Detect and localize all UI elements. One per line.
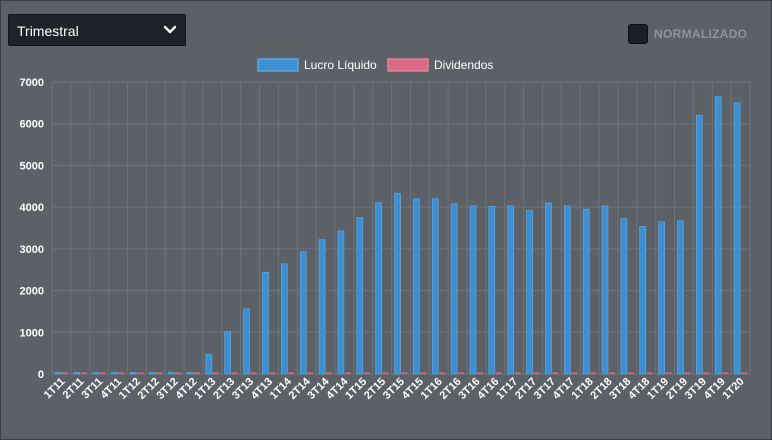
bars — [54, 96, 748, 375]
y-tick-label: 1000 — [20, 327, 44, 339]
bar-lucro-liquido[interactable] — [639, 226, 647, 375]
bar-dividendos[interactable] — [363, 372, 370, 375]
bar-lucro-liquido[interactable] — [563, 205, 571, 375]
bar-lucro-liquido[interactable] — [111, 372, 118, 375]
bar-dividendos[interactable] — [533, 372, 540, 375]
bar-lucro-liquido[interactable] — [186, 372, 194, 375]
bar-dividendos[interactable] — [684, 372, 691, 375]
period-dropdown-value: Trimestral — [17, 23, 79, 39]
bar-lucro-liquido[interactable] — [148, 372, 156, 375]
bar-lucro-liquido[interactable] — [582, 208, 590, 375]
normalize-label: NORMALIZADO — [654, 27, 748, 41]
bar-lucro-liquido[interactable] — [205, 354, 213, 375]
bar-lucro-liquido[interactable] — [224, 331, 232, 375]
bar-dividendos[interactable] — [61, 372, 68, 375]
bar-lucro-liquido[interactable] — [733, 102, 741, 375]
legend[interactable]: Lucro Líquido Dividendos — [257, 58, 493, 72]
bar-lucro-liquido[interactable] — [620, 218, 628, 375]
bar-dividendos[interactable] — [439, 372, 446, 375]
bar-lucro-liquido[interactable] — [54, 372, 62, 375]
bar-dividendos[interactable] — [231, 372, 238, 375]
bar-lucro-liquido[interactable] — [545, 202, 552, 375]
bar-lucro-liquido[interactable] — [714, 96, 722, 375]
bar-lucro-liquido[interactable] — [375, 202, 382, 375]
bar-lucro-liquido[interactable] — [318, 239, 326, 375]
legend-label-dividendos[interactable]: Dividendos — [434, 58, 493, 72]
bar-dividendos[interactable] — [552, 372, 559, 375]
bar-lucro-liquido[interactable] — [262, 271, 269, 375]
bar-lucro-liquido[interactable] — [507, 205, 514, 375]
bar-lucro-liquido[interactable] — [337, 230, 345, 375]
bar-dividendos[interactable] — [703, 372, 710, 375]
bar-lucro-liquido[interactable] — [130, 372, 137, 375]
bar-dividendos[interactable] — [590, 372, 597, 375]
bar-dividendos[interactable] — [193, 372, 200, 375]
bar-dividendos[interactable] — [382, 372, 389, 375]
bar-dividendos[interactable] — [420, 372, 427, 375]
legend-swatch-dividendos[interactable] — [387, 58, 429, 72]
y-tick-label: 5000 — [20, 160, 44, 172]
bar-dividendos[interactable] — [665, 372, 672, 375]
bar-dividendos[interactable] — [476, 372, 483, 375]
bar-dividendos[interactable] — [514, 372, 521, 375]
x-axis: 1T112T113T114T111T122T123T124T121T132T13… — [42, 375, 747, 402]
grid — [51, 81, 751, 375]
y-tick-label: 2000 — [20, 286, 44, 298]
period-dropdown[interactable]: Trimestral — [8, 14, 186, 46]
bar-lucro-liquido[interactable] — [526, 210, 533, 375]
bar-dividendos[interactable] — [137, 372, 144, 375]
bar-dividendos[interactable] — [99, 372, 106, 375]
bar-dividendos[interactable] — [269, 372, 276, 375]
legend-swatch-lucro[interactable] — [257, 58, 299, 72]
bar-lucro-liquido[interactable] — [92, 372, 99, 375]
bar-dividendos[interactable] — [495, 372, 502, 375]
bar-dividendos[interactable] — [80, 372, 87, 375]
chevron-down-icon — [163, 25, 177, 34]
bar-dividendos[interactable] — [722, 372, 729, 375]
y-tick-label: 0 — [38, 369, 44, 381]
bar-lucro-liquido[interactable] — [601, 205, 609, 375]
bar-dividendos[interactable] — [212, 372, 219, 375]
bar-lucro-liquido[interactable] — [243, 308, 250, 375]
bar-dividendos[interactable] — [609, 372, 616, 375]
bar-lucro-liquido[interactable] — [488, 206, 496, 375]
normalize-checkbox[interactable] — [628, 24, 648, 44]
x-tick-label: 1T20 — [720, 376, 746, 402]
bar-lucro-liquido[interactable] — [394, 193, 401, 375]
bar-dividendos[interactable] — [118, 372, 125, 375]
bar-dividendos[interactable] — [458, 372, 465, 375]
bar-dividendos[interactable] — [250, 372, 257, 375]
bar-dividendos[interactable] — [401, 372, 408, 375]
bar-dividendos[interactable] — [288, 372, 295, 375]
y-tick-label: 4000 — [20, 202, 44, 214]
bar-dividendos[interactable] — [646, 372, 653, 375]
bar-dividendos[interactable] — [344, 372, 351, 375]
bar-dividendos[interactable] — [326, 372, 333, 375]
bar-dividendos[interactable] — [156, 372, 163, 375]
bar-dividendos[interactable] — [571, 372, 578, 375]
bar-lucro-liquido[interactable] — [413, 198, 420, 375]
bar-lucro-liquido[interactable] — [167, 372, 175, 375]
bar-lucro-liquido[interactable] — [281, 263, 288, 375]
bar-lucro-liquido[interactable] — [356, 217, 364, 375]
bar-dividendos[interactable] — [741, 372, 748, 375]
y-tick-label: 7000 — [20, 77, 44, 89]
y-axis: 0 1000 2000 3000 4000 5000 6000 7000 — [20, 77, 44, 381]
bar-lucro-liquido[interactable] — [450, 203, 458, 375]
y-tick-label: 3000 — [20, 244, 44, 256]
bar-lucro-liquido[interactable] — [696, 115, 703, 375]
bar-lucro-liquido[interactable] — [658, 221, 665, 375]
bar-dividendos[interactable] — [307, 372, 314, 375]
legend-label-lucro[interactable]: Lucro Líquido — [304, 58, 377, 72]
bar-dividendos[interactable] — [627, 372, 634, 375]
bar-lucro-liquido[interactable] — [73, 372, 81, 375]
bar-lucro-liquido[interactable] — [299, 251, 307, 375]
y-tick-label: 6000 — [20, 119, 44, 131]
bar-lucro-liquido[interactable] — [431, 198, 439, 375]
bar-dividendos[interactable] — [175, 372, 182, 375]
bar-lucro-liquido[interactable] — [677, 220, 684, 375]
bar-lucro-liquido[interactable] — [469, 205, 477, 375]
